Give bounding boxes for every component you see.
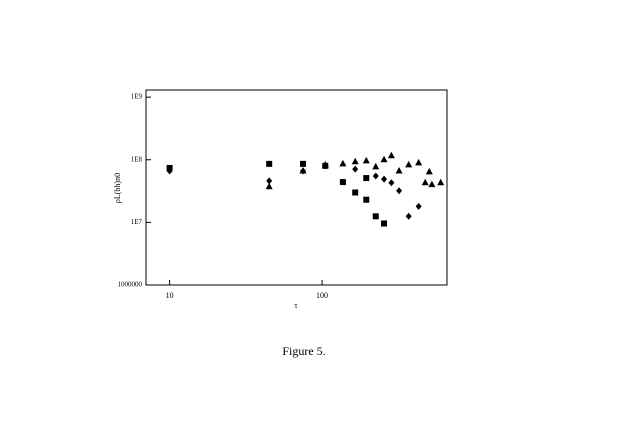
data-point (425, 167, 433, 175)
data-point (265, 182, 273, 190)
data-point (396, 187, 403, 195)
data-point (428, 180, 436, 188)
data-point (388, 179, 395, 187)
data-point (352, 165, 359, 173)
data-point (266, 160, 273, 167)
data-point (166, 167, 173, 175)
data-point (380, 155, 388, 163)
data-point (437, 178, 445, 186)
data-point (372, 213, 379, 220)
y-tick-label: 1000000 (118, 281, 143, 289)
data-point (372, 162, 380, 170)
x-tick-label: 10 (166, 291, 174, 300)
figure-caption: Figure 5. (282, 344, 325, 358)
y-axis-label: ρL(bh)n0 (113, 173, 122, 203)
y-tick-label: 1E9 (131, 93, 143, 101)
plot-frame (145, 89, 448, 286)
data-point (363, 196, 370, 203)
data-point (387, 151, 395, 159)
y-tick-label: 1E7 (131, 218, 143, 226)
data-point (299, 167, 307, 174)
data-point (266, 177, 273, 185)
x-tick-label: 100 (316, 291, 328, 300)
data-point (381, 220, 388, 227)
data-point (351, 157, 359, 165)
data-point (352, 189, 359, 196)
data-point (362, 156, 370, 164)
data-point (321, 160, 329, 168)
data-point (415, 202, 422, 210)
data-point (405, 212, 412, 220)
x-axis-label: τ (294, 301, 298, 310)
data-point (405, 160, 413, 168)
data-point (372, 172, 379, 180)
data-point (363, 175, 370, 182)
data-point (381, 175, 388, 183)
data-point (300, 160, 307, 167)
data-point (339, 179, 346, 186)
data-point (415, 158, 423, 166)
data-point (421, 178, 429, 186)
data-point (339, 159, 347, 167)
y-tick-label: 1E8 (131, 155, 143, 163)
data-point (395, 167, 403, 174)
